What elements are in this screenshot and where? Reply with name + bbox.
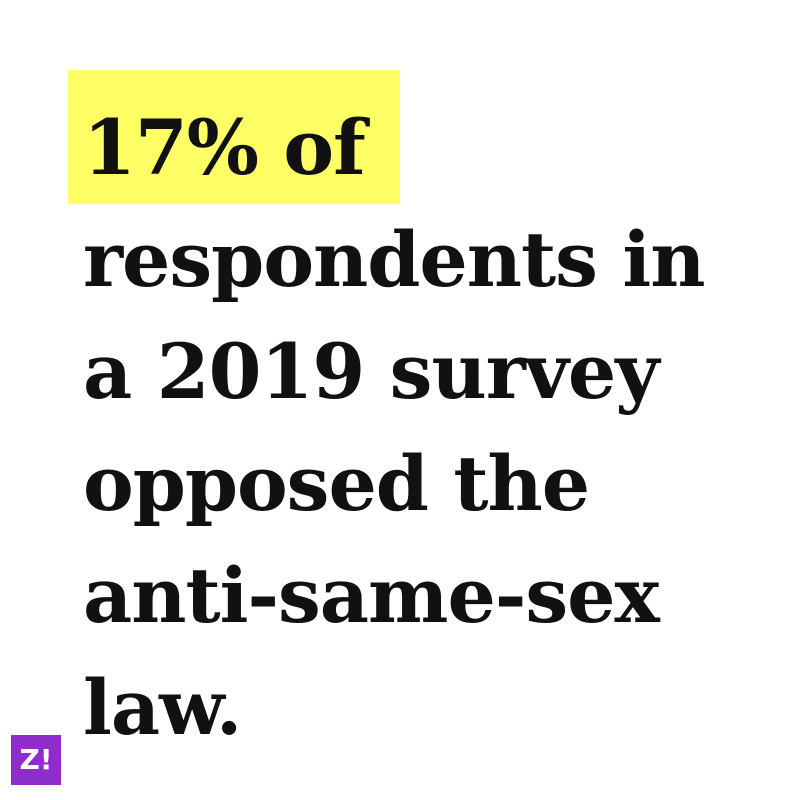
headline-line-1: 17% of	[83, 103, 366, 192]
headline-line-5: anti-same-sex	[83, 551, 660, 640]
headline-line-2: respondents in	[83, 215, 705, 304]
headline-line-6: law.	[83, 663, 242, 752]
brand-logo: Z!	[11, 735, 61, 785]
highlight-box	[68, 70, 400, 204]
headline-line-4: opposed the	[83, 439, 590, 528]
headline-line-3: a 2019 survey	[83, 327, 659, 416]
headline: 17% of respondents in a 2019 survey oppo…	[83, 92, 705, 764]
